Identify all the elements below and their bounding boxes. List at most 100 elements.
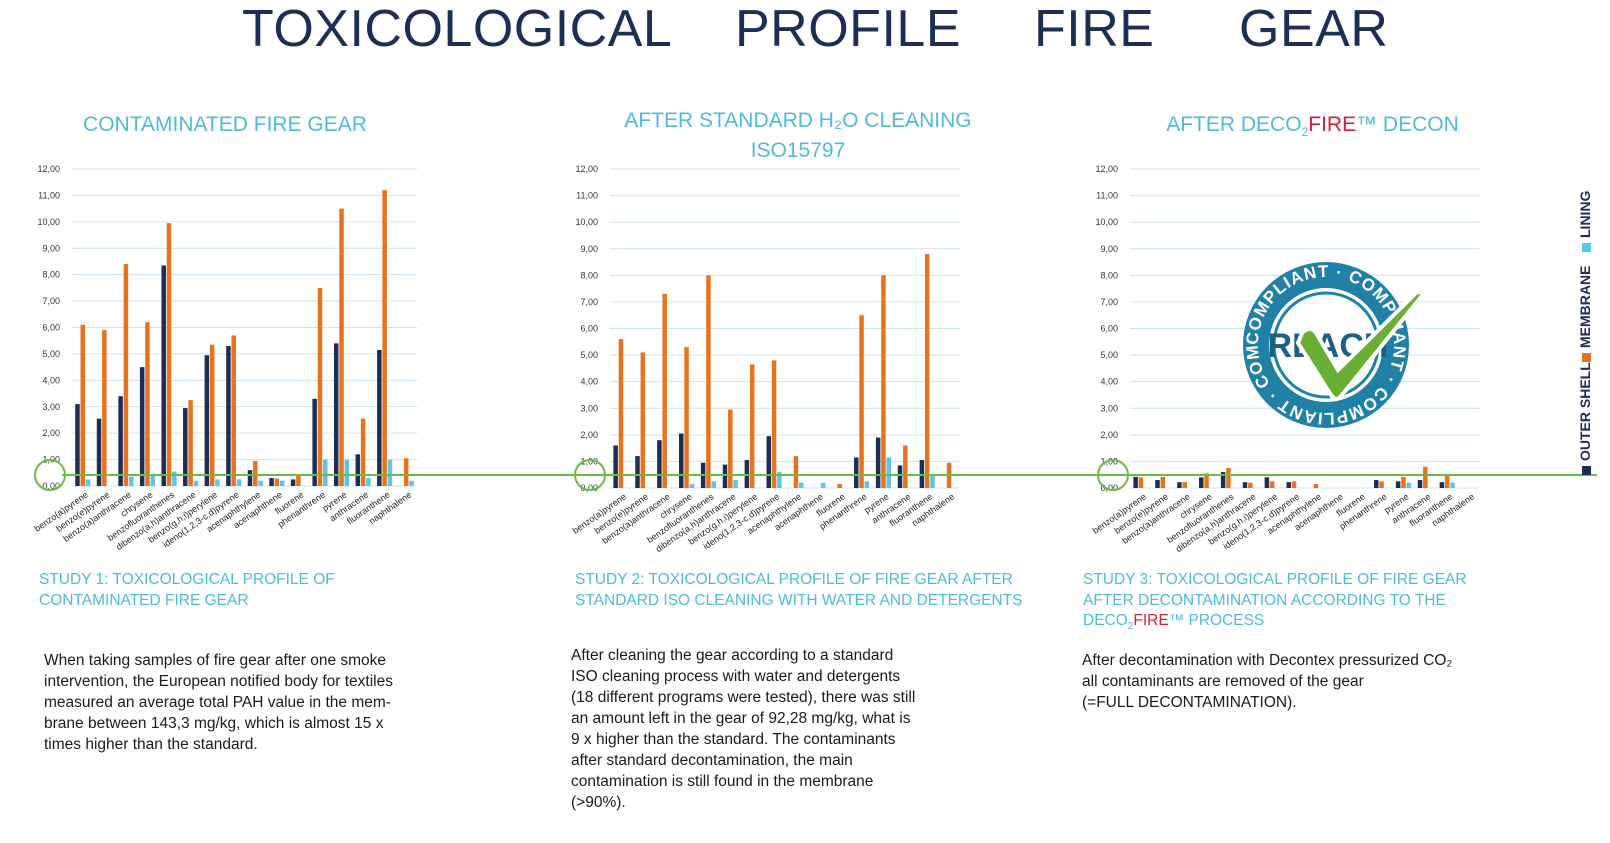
chart-title-3-post: ™ DECON (1356, 113, 1459, 136)
study-caption-3: STUDY 3: TOXICOLOGICAL PROFILE OF FIRE G… (1083, 570, 1583, 638)
study-caption-3-pre: DECO (1083, 612, 1128, 629)
legend-label-outer-shell: OUTER SHELL (1577, 362, 1593, 461)
bar-membrane (1291, 481, 1297, 488)
y-tick-label: 9,00 (42, 243, 60, 253)
study-caption-3-line2: AFTER DECONTAMINATION ACCORDING TO THE (1083, 591, 1446, 609)
bar-lining (733, 480, 738, 488)
bar-membrane (166, 223, 172, 486)
bar-lining (128, 476, 134, 486)
title-word-2: PROFILE (735, 0, 961, 58)
bar-outer-shell (1417, 480, 1423, 488)
bar-membrane (640, 352, 646, 488)
desc-2-line: an amount left in the gear of 92,28 mg/k… (571, 710, 911, 727)
bar-membrane (706, 275, 711, 488)
threshold-circle-1 (34, 459, 66, 491)
study-description-3: After decontamination with Decontex pres… (1082, 650, 1522, 713)
bar-outer-shell (897, 465, 903, 488)
desc-2-line: ISO cleaning process with water and dete… (571, 668, 901, 685)
bar-lining (864, 481, 870, 488)
chart-title-2-line2: ISO15797 (750, 139, 846, 162)
bar-membrane (382, 190, 387, 486)
bar-lining (366, 478, 371, 486)
bar-membrane (1226, 468, 1231, 488)
chart-title-3: AFTER DECO2FIRE™ DECON (1130, 110, 1495, 147)
chart-title-2: AFTER STANDARD H₂O CLEANING ISO15797 (598, 106, 998, 166)
y-tick-label: 9,00 (1100, 244, 1118, 254)
desc-2-line: 9 x higher than the standard. The contam… (571, 731, 896, 748)
bar-membrane (1138, 477, 1144, 488)
bar-lining (323, 459, 328, 486)
bar-outer-shell (1155, 480, 1160, 488)
bar-membrane (339, 208, 344, 486)
bar-outer-shell (226, 345, 231, 486)
bar-lining (798, 482, 804, 488)
bar-membrane (1379, 481, 1384, 488)
study-caption-3-sub: 2 (1127, 621, 1134, 633)
bar-outer-shell (1395, 481, 1401, 488)
bar-membrane (296, 475, 301, 486)
study-caption-2-line2: STANDARD ISO CLEANING WITH WATER AND DET… (575, 591, 1023, 609)
bar-membrane (1248, 482, 1253, 488)
bar-outer-shell (875, 437, 881, 488)
bar-outer-shell (854, 457, 859, 488)
title-word-1: TOXICOLOGICAL (242, 0, 673, 58)
bar-membrane (317, 287, 323, 486)
bar-membrane (403, 458, 409, 486)
desc-2-line: (>90%). (571, 794, 626, 811)
bar-lining (193, 480, 199, 486)
bar-membrane (1444, 476, 1450, 488)
bar-outer-shell (1242, 482, 1248, 488)
y-tick-label: 10,00 (37, 217, 60, 227)
y-tick-label: 0,00 (42, 481, 60, 491)
bar-membrane (253, 460, 258, 486)
legend-label-lining: LINING (1577, 190, 1593, 238)
legend-label-membrane: MEMBRANE (1577, 266, 1593, 348)
bar-outer-shell (1199, 477, 1204, 488)
bar-outer-shell (75, 404, 80, 486)
chart-title-3-pre: AFTER DECO (1166, 113, 1302, 136)
bar-chart-2: 0,00 1,00 2,00 3,00 4,00 5,00 6,00 7,00 8,00 9,00… (571, 164, 960, 554)
bar-outer-shell (766, 436, 772, 488)
y-tick-label: 0,00 (580, 483, 598, 493)
y-tick-label: 6,00 (42, 323, 60, 333)
desc-1-line: times higher than the standard. (44, 736, 258, 753)
study-caption-3-red: FIRE (1133, 612, 1169, 629)
y-tick-label: 2,00 (1100, 430, 1118, 440)
study-description-1: When taking samples of fire gear after o… (44, 650, 504, 755)
bar-lining (820, 482, 826, 488)
threshold-circle-2 (574, 459, 606, 491)
bar-lining (258, 480, 263, 486)
study-caption-2-line1: STUDY 2: TOXICOLOGICAL PROFILE OF FIRE G… (575, 571, 1013, 588)
bar-membrane (80, 324, 86, 486)
legend-swatch-membrane (1582, 353, 1591, 362)
y-tick-label: 3,00 (42, 402, 60, 412)
y-tick-label: 1,00 (580, 456, 598, 466)
y-tick-label: 8,00 (1100, 270, 1118, 280)
bar-lining (387, 459, 393, 486)
bar-lining (172, 471, 177, 486)
bar-outer-shell (1220, 472, 1226, 488)
y-tick-label: 7,00 (580, 297, 598, 307)
y-tick-label: 12,00 (575, 164, 598, 174)
desc-2-line: contamination is still found in the memb… (571, 773, 874, 790)
bar-membrane (749, 364, 755, 488)
bar-outer-shell (118, 396, 123, 486)
bar-membrane (837, 484, 842, 488)
bar-outer-shell (1177, 482, 1182, 488)
y-tick-label: 4,00 (42, 375, 60, 385)
chart-title-2-line1: AFTER STANDARD H₂O CLEANING (624, 109, 972, 132)
bar-membrane (924, 254, 930, 488)
y-tick-label: 9,00 (580, 244, 598, 254)
bar-outer-shell (333, 343, 339, 486)
bar-membrane (145, 322, 150, 486)
study-caption-1: STUDY 1: TOXICOLOGICAL PROFILE OF CONTAM… (39, 570, 519, 611)
bar-membrane (1423, 466, 1428, 488)
legend: OUTER SHELL MEMBRANE LINING (1568, 185, 1604, 485)
y-tick-label: 4,00 (580, 377, 598, 387)
study-caption-3-post: ™ PROCESS (1168, 612, 1265, 629)
y-tick-label: 4,00 (1100, 377, 1118, 387)
study-caption-3-line1: STUDY 3: TOXICOLOGICAL PROFILE OF FIRE G… (1083, 571, 1467, 588)
chart-title-1: CONTAMINATED FIRE GEAR (40, 110, 410, 140)
bar-lining (777, 472, 782, 488)
desc-1-line: intervention, the European notified body… (44, 673, 393, 690)
